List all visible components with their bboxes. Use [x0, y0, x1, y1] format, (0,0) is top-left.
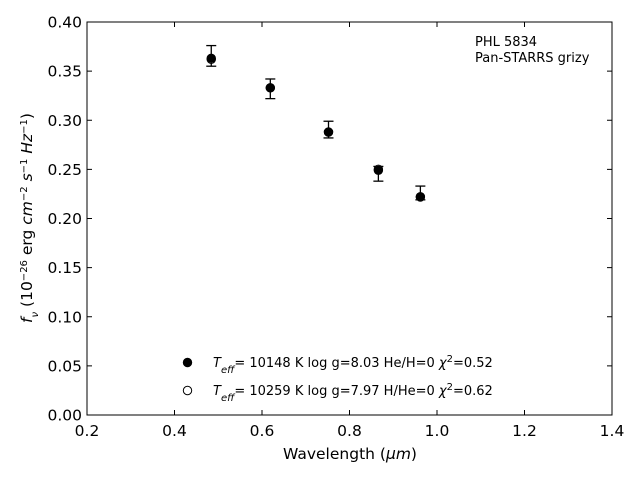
model-point-filled	[206, 53, 216, 64]
model-point-filled	[323, 127, 334, 137]
model-point-filled	[415, 192, 426, 202]
y-tick-label: 0.15	[47, 259, 82, 277]
legend: Teff= 10148 K log g=8.03 He/H=0 χ2=0.52 …	[182, 354, 493, 404]
object-name-annotation: PHL 5834	[475, 35, 537, 50]
y-tick-label: 0.40	[47, 14, 82, 32]
legend-entry-open: Teff= 10259 K log g=7.97 H/He=0 χ2=0.62	[213, 382, 493, 404]
y-tick-label: 0.35	[47, 63, 82, 81]
x-tick-label: 0.4	[162, 422, 187, 440]
model-point-filled	[265, 83, 276, 93]
y-tick-label: 0.10	[47, 308, 82, 326]
x-tick-label: 0.2	[75, 422, 100, 440]
x-tick-label: 1.2	[512, 422, 537, 440]
y-tick-label: 0.25	[47, 161, 82, 179]
x-tick-label: 1.4	[600, 422, 625, 440]
x-tick-label: 0.8	[337, 422, 362, 440]
photometry-annotation: Pan-STARRS grizy	[475, 51, 590, 66]
legend-marker-open	[182, 385, 193, 396]
legend-marker-filled	[182, 357, 193, 368]
x-axis-label: Wavelength (μm)	[283, 445, 417, 463]
y-tick-label: 0.20	[47, 210, 82, 228]
legend-entry-filled: Teff= 10148 K log g=8.03 He/H=0 χ2=0.52	[213, 354, 493, 376]
model-point-filled	[373, 165, 384, 176]
x-tick-label: 0.6	[250, 422, 275, 440]
y-tick-label: 0.05	[47, 357, 82, 375]
y-tick-label: 0.30	[47, 112, 82, 130]
y-axis-label: fν (10−26 erg cm−2 s−1 Hz−1)	[18, 113, 41, 323]
y-tick-label: 0.00	[47, 407, 82, 425]
x-tick-label: 1.0	[425, 422, 450, 440]
